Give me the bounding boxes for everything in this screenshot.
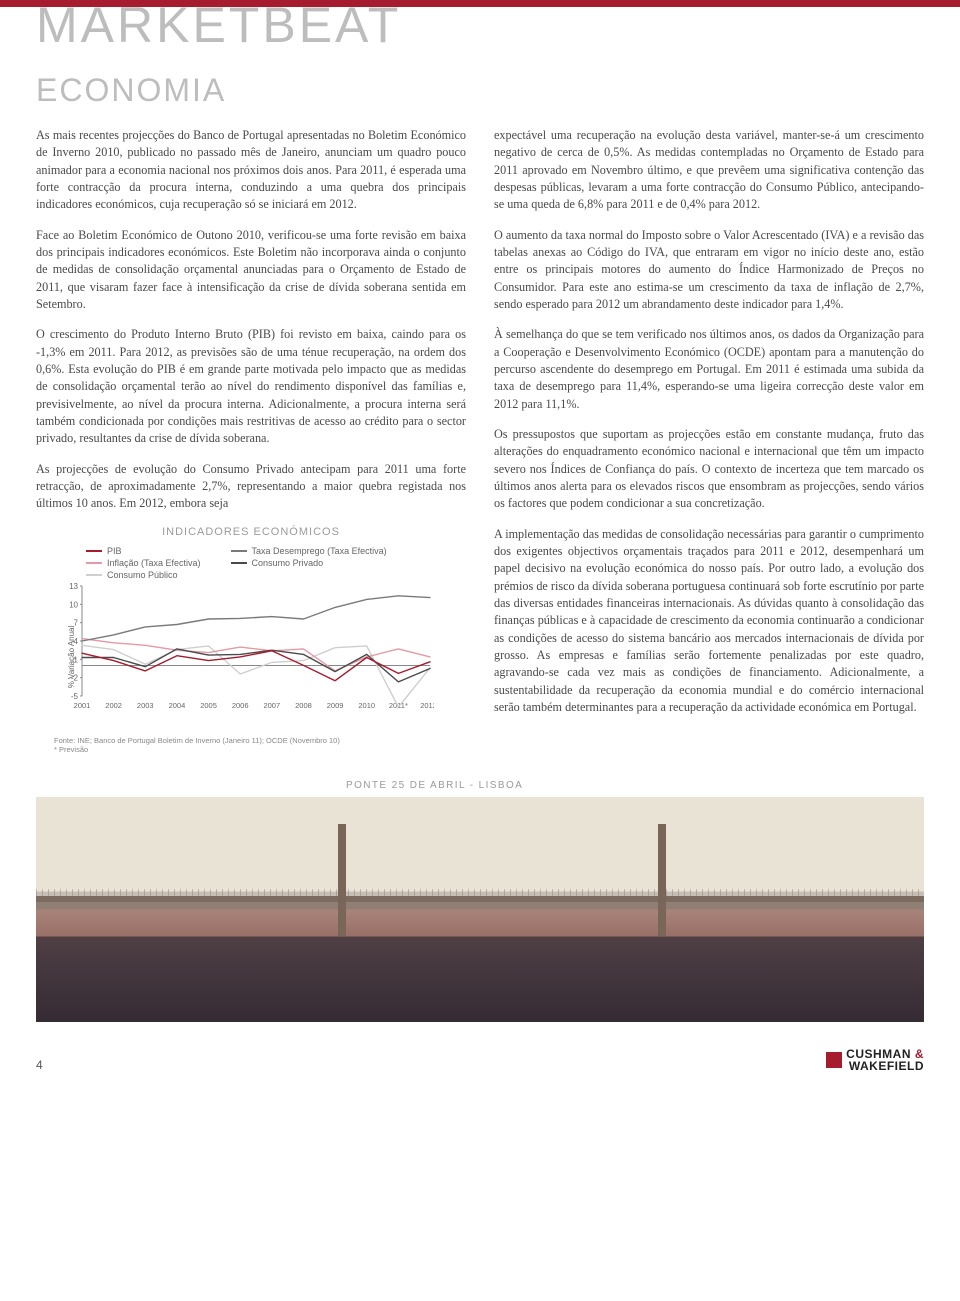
- svg-text:2004: 2004: [169, 701, 186, 710]
- legend-swatch: [86, 574, 102, 576]
- page-number: 4: [36, 1058, 43, 1072]
- svg-text:2012*: 2012*: [420, 701, 434, 710]
- svg-text:-5: -5: [71, 692, 79, 701]
- legend-item-cons_privado: Consumo Privado: [231, 558, 387, 568]
- legend-item-cons_publico: Consumo Público: [86, 570, 201, 580]
- svg-text:2009: 2009: [327, 701, 344, 710]
- masthead-title: MARKETBEAT: [36, 0, 924, 50]
- svg-text:2001: 2001: [74, 701, 91, 710]
- svg-text:2007: 2007: [263, 701, 280, 710]
- paragraph: As mais recentes projecções do Banco de …: [36, 127, 466, 214]
- paragraph: O crescimento do Produto Interno Bruto (…: [36, 326, 466, 447]
- chart-title: INDICADORES ECONÓMICOS: [36, 526, 466, 538]
- photo-caption: PONTE 25 DE ABRIL - LISBOA: [36, 780, 924, 791]
- legend-swatch: [231, 550, 247, 552]
- legend-label: Inflação (Taxa Efectiva): [107, 558, 201, 568]
- paragraph: A implementação das medidas de consolida…: [494, 526, 924, 717]
- legend-item-desemprego: Taxa Desemprego (Taxa Efectiva): [231, 546, 387, 556]
- paragraph: O aumento da taxa normal do Imposto sobr…: [494, 227, 924, 314]
- svg-text:10: 10: [69, 600, 78, 609]
- brand-line-2: WAKEFIELD: [849, 1059, 924, 1073]
- paragraph: As projecções de evolução do Consumo Pri…: [36, 461, 466, 513]
- legend-label: Consumo Público: [107, 570, 178, 580]
- right-column: expectável uma recuperação na evolução d…: [494, 127, 924, 754]
- legend-swatch: [86, 562, 102, 564]
- paragraph: Face ao Boletim Económico de Outono 2010…: [36, 227, 466, 314]
- legend-label: Taxa Desemprego (Taxa Efectiva): [252, 546, 387, 556]
- chart-plot: 1310741-2-520012002200320042005200620072…: [54, 582, 434, 712]
- chart-source: Fonte: INE; Banco de Portugal Boletim de…: [54, 736, 466, 754]
- svg-text:2003: 2003: [137, 701, 154, 710]
- paragraph: À semelhança do que se tem verificado no…: [494, 326, 924, 413]
- legend-item-pib: PIB: [86, 546, 201, 556]
- brand-logo: CUSHMAN & WAKEFIELD: [826, 1048, 924, 1072]
- chart-legend: PIB Inflação (Taxa Efectiva) Consumo Públi…: [86, 546, 466, 580]
- left-column: As mais recentes projecções do Banco de …: [36, 127, 466, 754]
- svg-text:2006: 2006: [232, 701, 249, 710]
- photo-ponte-25-abril: [36, 797, 924, 1022]
- chart-source-text: Fonte: INE; Banco de Portugal Boletim de…: [54, 736, 340, 745]
- chart-y-axis-label: % Variação Anual: [67, 625, 76, 688]
- svg-text:2010: 2010: [358, 701, 375, 710]
- legend-swatch: [86, 550, 102, 552]
- legend-label: PIB: [107, 546, 122, 556]
- svg-text:2005: 2005: [200, 701, 217, 710]
- page-footer: 4 CUSHMAN & WAKEFIELD: [36, 1048, 924, 1088]
- logo-square-icon: [826, 1052, 842, 1068]
- legend-label: Consumo Privado: [252, 558, 324, 568]
- svg-text:2008: 2008: [295, 701, 312, 710]
- legend-swatch: [231, 562, 247, 564]
- paragraph: expectável uma recuperação na evolução d…: [494, 127, 924, 214]
- svg-text:13: 13: [69, 582, 78, 591]
- chart-prevision-note: * Previsão: [54, 745, 88, 754]
- svg-text:2002: 2002: [105, 701, 122, 710]
- economic-indicators-chart: INDICADORES ECONÓMICOS PIB Inflação (Taxa…: [36, 526, 466, 754]
- top-accent-bar: [0, 0, 960, 7]
- legend-item-inflacao: Inflação (Taxa Efectiva): [86, 558, 201, 568]
- section-title: ECONOMIA: [36, 72, 924, 109]
- paragraph: Os pressupostos que suportam as projecçõ…: [494, 426, 924, 513]
